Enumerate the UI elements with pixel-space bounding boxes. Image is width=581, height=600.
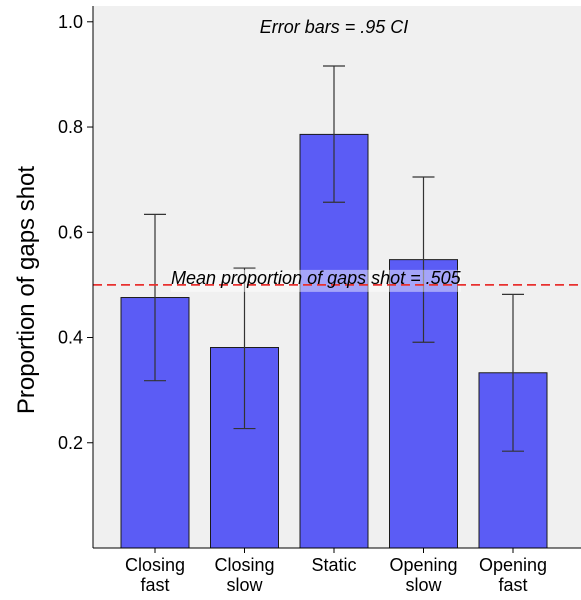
bars-group <box>120 133 548 549</box>
error-bars-group <box>144 65 524 452</box>
reference-line-label: Mean proportion of gaps shot = .505 <box>171 268 462 288</box>
x-tick-label-line: Opening <box>389 555 457 575</box>
bar <box>299 133 369 549</box>
y-tick-label: 0.8 <box>58 117 83 137</box>
x-tick-label: Closing fast <box>125 555 185 595</box>
reference-line-group: Mean proportion of gaps shot = .505 <box>93 268 581 292</box>
y-tick-label: 0.2 <box>58 433 83 453</box>
x-tick-label: Opening slow <box>389 555 457 595</box>
x-tick-label: Closing slow <box>214 555 274 595</box>
x-tick-label-line: Static <box>311 555 356 575</box>
x-tick-label-line: Opening <box>479 555 547 575</box>
error-bars-note: Error bars = .95 CI <box>260 17 409 37</box>
y-axis-label: Proportion of gaps shot <box>13 166 40 414</box>
x-tick-label-line: slow <box>226 575 263 595</box>
reference-label-background <box>171 269 461 292</box>
x-tick-label-line: Closing <box>214 555 274 575</box>
y-tick-label: 0.4 <box>58 328 83 348</box>
x-tick-label: Opening fast <box>479 555 547 595</box>
x-tick-label: Static <box>311 555 356 575</box>
y-ticks-group: 0.2 0.4 0.6 0.8 1.0 <box>58 12 93 453</box>
x-tick-label-line: fast <box>498 575 527 595</box>
x-tick-label-line: fast <box>140 575 169 595</box>
x-tick-label-line: slow <box>405 575 442 595</box>
y-tick-label: 1.0 <box>58 12 83 32</box>
y-tick-label: 0.6 <box>58 222 83 242</box>
x-tick-label-line: Closing <box>125 555 185 575</box>
